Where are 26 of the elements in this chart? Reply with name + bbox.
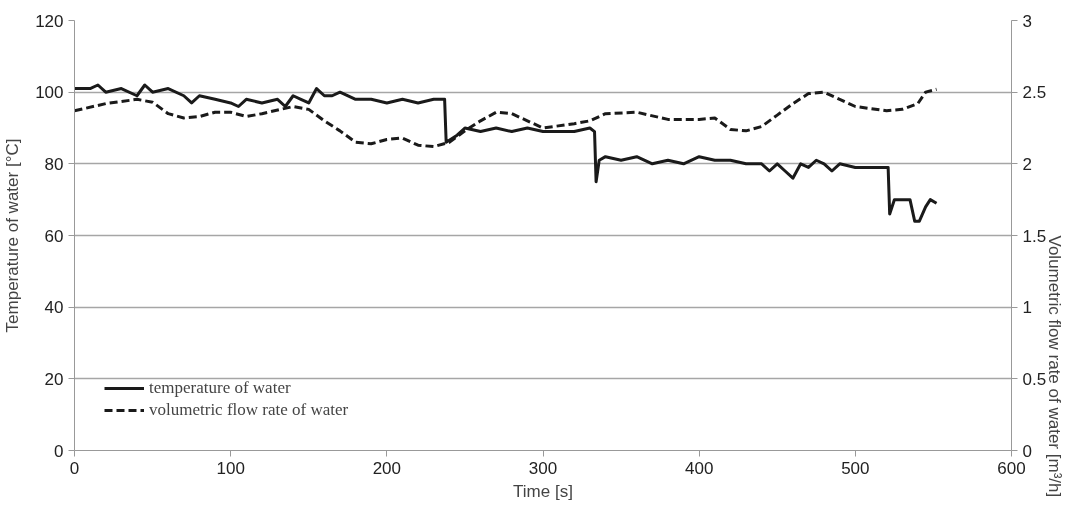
x-axis-title: Time [s] bbox=[513, 481, 573, 501]
y-tick-label: 40 bbox=[44, 298, 64, 318]
y-tick-label: 0 bbox=[54, 441, 64, 461]
x-tick-label: 200 bbox=[372, 458, 402, 478]
x-tick-label: 0 bbox=[69, 458, 80, 478]
x-tick-label: 400 bbox=[684, 458, 714, 478]
y2-tick-label: 3 bbox=[1022, 11, 1032, 31]
y2-tick-label: 1.5 bbox=[1022, 226, 1047, 246]
y2-tick-label: 2.5 bbox=[1022, 83, 1047, 103]
x-tick-label: 500 bbox=[841, 458, 870, 478]
y-tick-label: 60 bbox=[44, 226, 64, 246]
legend-label: temperature of water bbox=[149, 378, 291, 398]
y2-tick-label: 0 bbox=[1022, 441, 1032, 461]
x-tick-label: 100 bbox=[216, 458, 245, 478]
x-tick-label: 300 bbox=[528, 458, 558, 478]
y2-tick-label: 0.5 bbox=[1022, 369, 1047, 389]
legend-label: volumetric flow rate of water bbox=[149, 400, 349, 420]
y-tick-label: 80 bbox=[44, 154, 64, 174]
y-tick-label: 100 bbox=[35, 83, 64, 103]
y2-tick-label: 1 bbox=[1022, 298, 1032, 318]
y-axis-title: Temperature of water [°C] bbox=[3, 138, 23, 333]
y-tick-label: 20 bbox=[44, 369, 64, 389]
y2-tick-label: 2 bbox=[1022, 154, 1032, 174]
y-tick-label: 120 bbox=[35, 11, 64, 31]
x-tick-label: 600 bbox=[997, 458, 1026, 478]
line-series bbox=[74, 83, 939, 223]
